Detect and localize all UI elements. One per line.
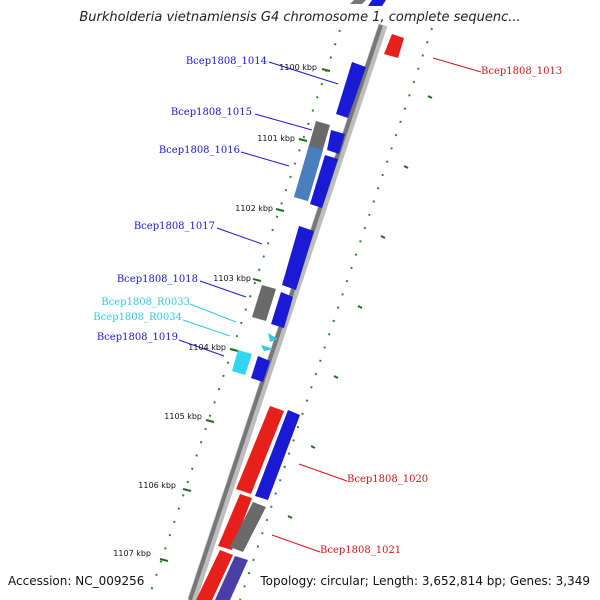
gene-feature-1018-pseudo[interactable] [252,285,276,321]
label-leader-lines [178,57,482,553]
tick-label: 1105 kbp [164,412,202,421]
gene-feature-R0033[interactable] [268,333,278,342]
gene-feature-1019-rna[interactable] [232,350,252,375]
gene-feature-bottom-reverse[interactable] [196,550,233,600]
gene-label-1020[interactable]: Bcep1808_1020 [347,474,429,485]
gene-label-1019[interactable]: Bcep1808_1019 [96,332,178,343]
gene-feature-1020-reverse[interactable] [236,406,284,494]
gene-feature-1021-reverse[interactable] [218,494,252,550]
gene-feature-1017[interactable] [282,226,314,290]
gene-feature-1021-pseudo[interactable] [230,502,266,552]
outer-dotted-track [239,27,433,600]
gene-feature-1013[interactable] [384,34,404,58]
gene-label-1017[interactable]: Bcep1808_1017 [133,221,215,232]
gene-feature-1016[interactable] [310,155,338,208]
gene-feature-1015[interactable] [327,130,345,154]
gene-label-1015[interactable]: Bcep1808_1015 [170,107,252,118]
gene-label-1021[interactable]: Bcep1808_1021 [320,545,402,556]
tick-label: 1103 kbp [213,274,251,283]
gene-feature-top-partial[interactable] [368,0,386,6]
map-title: Burkholderia vietnamiensis G4 chromosome… [79,10,521,25]
gene-label-R0033[interactable]: Bcep1808_R0033 [101,297,190,308]
genome-stats-text: Topology: circular; Length: 3,652,814 bp… [260,574,590,588]
tick-label: 1101 kbp [257,134,295,143]
gene-label-1014[interactable]: Bcep1808_1014 [185,56,267,67]
tick-label: 1106 kbp [138,481,176,490]
tick-label: 1107 kbp [113,549,151,558]
gene-feature-1020-forward[interactable] [255,410,300,500]
gene-feature-top-pseudo[interactable] [350,0,366,4]
tick-label: 1104 kbp [188,343,226,352]
accession-text: Accession: NC_009256 [8,574,145,588]
gene-feature-1018[interactable] [271,292,293,328]
gene-label-1013[interactable]: Bcep1808_1013 [481,66,563,77]
gene-feature-bottom-forward[interactable] [215,556,248,600]
gene-label-R0034[interactable]: Bcep1808_R0034 [93,312,182,323]
gene-feature-1016-overlay[interactable] [294,146,323,201]
gene-feature-1014[interactable] [336,62,366,118]
tick-marks [159,68,433,562]
tick-label: 1102 kbp [235,204,273,213]
gene-label-1016[interactable]: Bcep1808_1016 [158,145,240,156]
gene-feature-R0034[interactable] [261,345,274,351]
gene-label-1018[interactable]: Bcep1808_1018 [116,274,198,285]
gene-feature-1019[interactable] [251,356,270,382]
tick-label: 1100 kbp [279,63,317,72]
